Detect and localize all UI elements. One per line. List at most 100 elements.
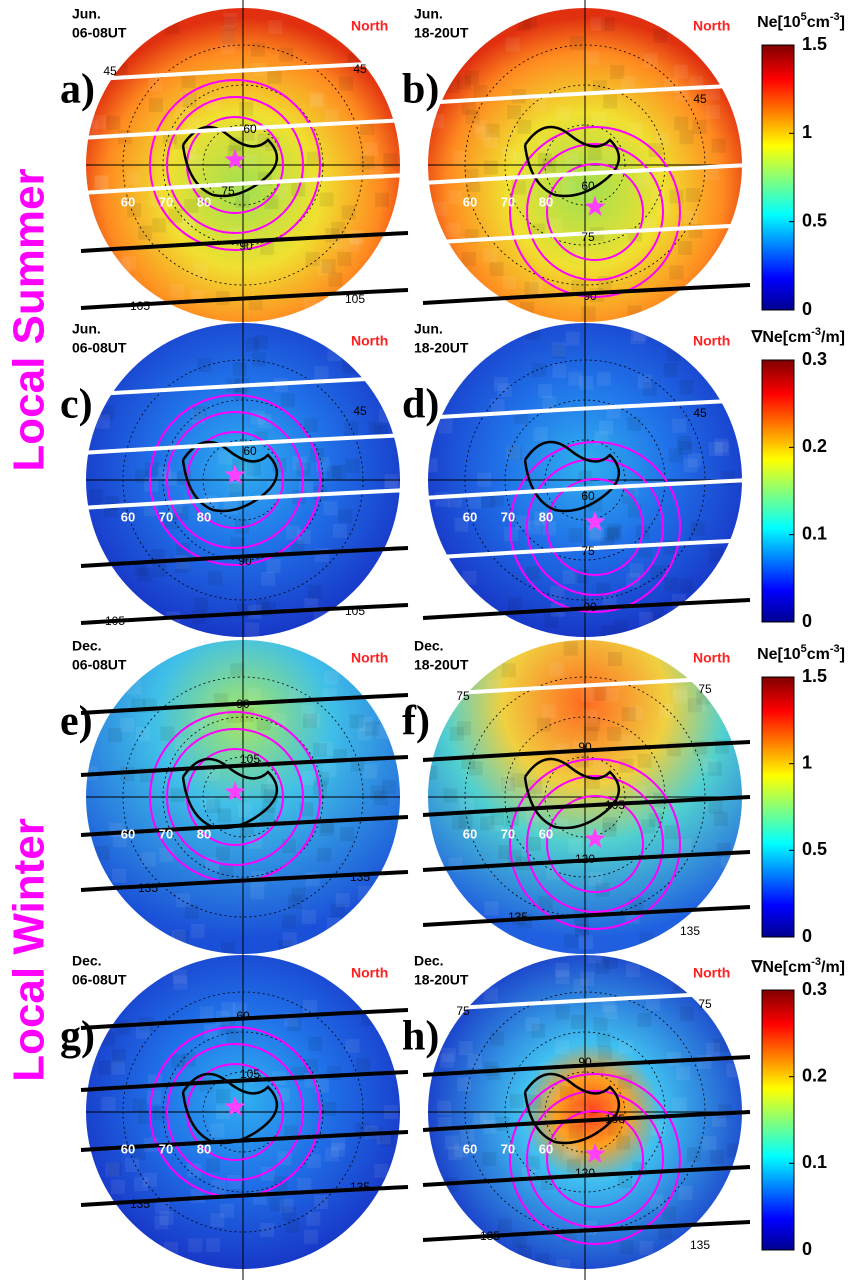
map-cell xyxy=(360,121,375,136)
map-cell xyxy=(305,252,320,267)
map-cell xyxy=(705,166,720,181)
pole-star xyxy=(584,511,606,531)
map-cell xyxy=(505,37,520,52)
latitude-label: 60 xyxy=(463,826,477,841)
map-cell xyxy=(659,704,674,719)
map-cell xyxy=(221,25,236,40)
map-cell xyxy=(243,154,258,169)
map-cell xyxy=(171,1054,186,1069)
map-cell xyxy=(137,1109,152,1124)
title-part: /m] xyxy=(821,329,845,346)
contour-line xyxy=(80,1185,409,1207)
latitude-label: 70 xyxy=(159,509,173,524)
map-cell xyxy=(556,1259,571,1269)
map-cell xyxy=(709,547,724,562)
contour-label: 60 xyxy=(581,489,595,503)
map-cell xyxy=(562,180,577,195)
map-cell xyxy=(483,987,498,1002)
magnetic-circle xyxy=(166,411,304,549)
title-part: ] xyxy=(840,646,845,663)
title-part: -3 xyxy=(811,326,821,338)
map-cell xyxy=(461,252,476,267)
map-cell xyxy=(595,959,610,974)
map-cell xyxy=(164,20,179,35)
magnetic-circle xyxy=(509,758,681,930)
latitude-label: 70 xyxy=(501,1141,515,1156)
map-cell xyxy=(639,611,654,626)
map-cell xyxy=(364,142,379,157)
map-cell xyxy=(446,222,461,237)
colorbar-tick-label: 0 xyxy=(802,611,812,631)
map-cell xyxy=(506,445,521,460)
map-cell xyxy=(230,537,245,552)
contour-line xyxy=(80,288,409,310)
map-cell xyxy=(206,799,221,814)
contour-line xyxy=(80,1008,409,1030)
map-cell xyxy=(101,1096,116,1111)
latitude-label: 60 xyxy=(539,826,553,841)
map-cell xyxy=(180,90,195,105)
map-cell xyxy=(626,573,641,588)
map-cell xyxy=(319,822,334,837)
contour-label: 90 xyxy=(236,697,250,711)
title-part: 5 xyxy=(801,643,807,655)
map-cell xyxy=(181,74,196,89)
map-cell xyxy=(714,438,729,453)
map-cell xyxy=(268,20,283,35)
map-cell xyxy=(702,1136,717,1151)
map-cell xyxy=(176,893,191,908)
map-cell xyxy=(498,845,513,860)
map-cell xyxy=(580,688,595,703)
map-cell xyxy=(583,727,598,742)
map-cell xyxy=(711,138,726,153)
contour-line xyxy=(80,870,409,892)
contour-label: 75 xyxy=(221,184,235,198)
map-cell xyxy=(548,217,563,232)
title-part: ] xyxy=(840,14,845,31)
map-cell xyxy=(116,258,131,273)
map-cell xyxy=(437,1100,452,1115)
map-cell xyxy=(562,1146,577,1161)
map-cell xyxy=(573,978,588,993)
map-cell xyxy=(174,559,189,574)
map-cell xyxy=(126,171,141,186)
latitude-label: 70 xyxy=(501,194,515,209)
map-cell xyxy=(489,262,504,277)
map-cell xyxy=(438,419,453,434)
map-cell xyxy=(500,779,515,794)
map-cell xyxy=(602,822,617,837)
pole-star xyxy=(584,1143,606,1163)
contour-line xyxy=(422,1165,751,1187)
map-cell xyxy=(266,559,281,574)
map-cell xyxy=(666,347,681,362)
map-cell xyxy=(89,489,104,504)
map-cell xyxy=(121,255,136,270)
contour-line xyxy=(80,118,409,140)
map-cell xyxy=(302,713,317,728)
contour-line xyxy=(80,815,409,837)
map-cell xyxy=(524,281,539,296)
map-cell xyxy=(568,371,583,386)
map-cell xyxy=(629,563,644,578)
map-cell xyxy=(679,579,694,594)
map-cell xyxy=(237,803,252,818)
map-cell xyxy=(331,221,346,236)
map-cell xyxy=(381,779,396,794)
contour-line xyxy=(422,223,751,245)
map-texture xyxy=(430,14,726,321)
map-cell xyxy=(211,1180,226,1195)
map-cell xyxy=(134,1177,149,1192)
latitude-label: 60 xyxy=(539,1141,553,1156)
map-cell xyxy=(314,366,329,381)
contour-label: 120 xyxy=(575,1166,595,1180)
map-cell xyxy=(216,1089,231,1104)
map-cell xyxy=(281,914,296,929)
map-cell xyxy=(467,494,482,509)
north-label: North xyxy=(351,965,388,981)
title-part: cm xyxy=(807,646,830,663)
contour-line xyxy=(80,488,409,510)
map-cell xyxy=(607,526,622,541)
map-cell xyxy=(456,721,471,736)
